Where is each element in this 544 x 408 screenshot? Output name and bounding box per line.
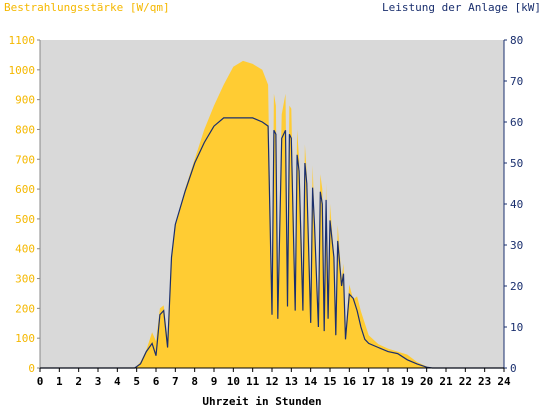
x-tick-label: 15 — [323, 375, 336, 388]
left-tick-label: 300 — [15, 273, 35, 286]
left-tick-label: 400 — [15, 243, 35, 256]
left-axis-title: Bestrahlungsstärke [W/qm] — [4, 1, 170, 14]
x-axis-title: Uhrzeit in Stunden — [202, 395, 321, 408]
right-tick-label: 0 — [510, 362, 517, 375]
x-tick-label: 22 — [459, 375, 472, 388]
left-tick-label: 1100 — [9, 34, 36, 47]
right-tick-label: 70 — [510, 75, 523, 88]
x-axis-ticks: 0 1 2 3 4 5 6 7 8 9 10 11 12 13 14 15 16 17 18 19 20 21 22 23 24 — [37, 368, 511, 388]
left-tick-label: 200 — [15, 302, 35, 315]
left-tick-label: 1000 — [9, 64, 36, 77]
x-tick-label: 8 — [191, 375, 198, 388]
power-line-series — [40, 117, 504, 369]
right-axis-ticks: 0 10 20 30 40 50 60 70 80 — [504, 34, 523, 375]
x-tick-label: 20 — [420, 375, 433, 388]
right-tick-label: 60 — [510, 116, 523, 129]
right-tick-label: 80 — [510, 34, 523, 47]
x-tick-label: 23 — [478, 375, 491, 388]
left-axis-ticks: 0 100 200 300 400 500 600 700 800 900 1000 1100 — [9, 34, 40, 375]
x-tick-label: 17 — [362, 375, 375, 388]
x-tick-label: 19 — [401, 375, 414, 388]
left-tick-label: 600 — [15, 183, 35, 196]
x-tick-label: 12 — [265, 375, 278, 388]
x-tick-label: 18 — [381, 375, 394, 388]
right-tick-label: 20 — [510, 280, 523, 293]
left-tick-label: 800 — [15, 123, 35, 136]
plot-area — [40, 40, 504, 368]
right-tick-label: 50 — [510, 157, 523, 170]
x-tick-label: 11 — [246, 375, 260, 388]
x-tick-label: 21 — [439, 375, 453, 388]
x-tick-label: 0 — [37, 375, 44, 388]
left-tick-label: 500 — [15, 213, 35, 226]
x-tick-label: 24 — [497, 375, 511, 388]
right-tick-label: 40 — [510, 198, 523, 211]
x-tick-label: 9 — [211, 375, 218, 388]
x-tick-label: 14 — [304, 375, 318, 388]
x-tick-label: 1 — [56, 375, 63, 388]
right-tick-label: 30 — [510, 239, 523, 252]
x-tick-label: 6 — [153, 375, 160, 388]
x-tick-label: 7 — [172, 375, 179, 388]
x-tick-label: 5 — [133, 375, 140, 388]
x-tick-label: 2 — [75, 375, 82, 388]
left-tick-label: 700 — [15, 153, 35, 166]
x-tick-label: 16 — [343, 375, 357, 388]
left-tick-label: 900 — [15, 94, 35, 107]
left-tick-label: 100 — [15, 332, 35, 345]
right-axis-title: Leistung der Anlage [kW] — [382, 1, 541, 14]
x-tick-label: 3 — [95, 375, 102, 388]
left-tick-label: 0 — [28, 362, 35, 375]
x-tick-label: 4 — [114, 375, 121, 388]
x-tick-label: 13 — [285, 375, 298, 388]
x-tick-label: 10 — [227, 375, 240, 388]
right-tick-label: 10 — [510, 321, 523, 334]
